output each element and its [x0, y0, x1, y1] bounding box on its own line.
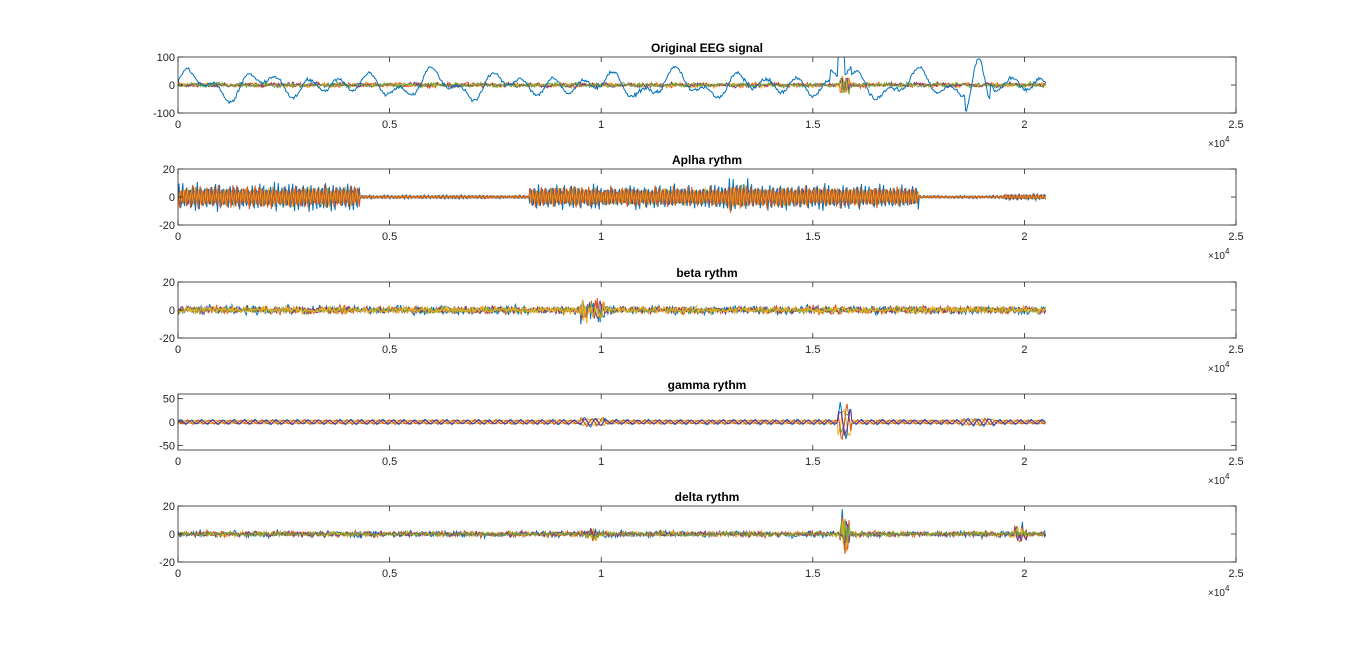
series-group — [178, 509, 1047, 554]
x-tick-label: 1 — [598, 344, 604, 356]
x-tick-label: 0 — [175, 344, 181, 356]
y-tick-label: -20 — [159, 220, 175, 232]
y-tick-label: 50 — [163, 394, 175, 406]
series-line-5 — [178, 78, 1046, 95]
x-tick-label: 1.5 — [805, 119, 820, 131]
x-tick-label: 2.5 — [1228, 344, 1243, 356]
x-tick-label: 1 — [598, 456, 604, 468]
series-line-4 — [178, 410, 1046, 436]
x-exponent-label: ×104 — [1208, 584, 1230, 599]
series-group — [178, 57, 1047, 112]
x-tick-label: 0.5 — [382, 568, 397, 580]
x-tick-label: 2.5 — [1228, 568, 1243, 580]
x-tick-label: 2 — [1021, 568, 1027, 580]
x-tick-label: 1.5 — [805, 568, 820, 580]
x-tick-label: 1 — [598, 231, 604, 243]
x-tick-label: 1 — [598, 568, 604, 580]
x-tick-label: 0.5 — [382, 456, 397, 468]
subplot-title: gamma rythm — [668, 378, 747, 392]
series-line-5 — [178, 303, 1047, 320]
x-tick-label: 0 — [175, 231, 181, 243]
y-tick-label: -20 — [159, 557, 175, 569]
x-tick-label: 2 — [1021, 231, 1027, 243]
series-line-3 — [178, 300, 1046, 324]
y-tick-label: 100 — [157, 52, 175, 64]
x-tick-label: 0 — [175, 456, 181, 468]
x-exponent-label: ×104 — [1208, 360, 1230, 375]
y-tick-label: 20 — [163, 164, 175, 176]
x-tick-label: 1.5 — [805, 344, 820, 356]
y-tick-label: 0 — [169, 529, 175, 541]
x-tick-label: 1 — [598, 119, 604, 131]
y-tick-label: -20 — [159, 333, 175, 345]
series-group — [178, 298, 1047, 325]
subplot-title: beta rythm — [676, 266, 737, 280]
x-tick-label: 0 — [175, 119, 181, 131]
x-tick-label: 2.5 — [1228, 119, 1243, 131]
x-exponent-label: ×104 — [1208, 247, 1230, 262]
y-tick-label: 0 — [169, 192, 175, 204]
y-tick-label: 0 — [169, 80, 175, 92]
y-tick-label: -100 — [153, 108, 175, 120]
x-exponent-label: ×104 — [1208, 135, 1230, 150]
x-tick-label: 0.5 — [382, 344, 397, 356]
y-tick-label: 0 — [169, 417, 175, 429]
x-tick-label: 2 — [1021, 119, 1027, 131]
x-tick-label: 0 — [175, 568, 181, 580]
x-tick-label: 2.5 — [1228, 456, 1243, 468]
y-tick-label: 20 — [163, 501, 175, 513]
subplot-title: Original EEG signal — [651, 41, 763, 55]
series-line-5 — [178, 518, 1046, 545]
x-tick-label: 2 — [1021, 344, 1027, 356]
x-exponent-label: ×104 — [1208, 472, 1230, 487]
x-tick-label: 0.5 — [382, 119, 397, 131]
x-tick-label: 2 — [1021, 456, 1027, 468]
y-tick-label: 0 — [169, 305, 175, 317]
series-line-1 — [178, 57, 1047, 112]
subplot-title: Aplha rythm — [672, 153, 742, 167]
subplot-title: delta rythm — [675, 490, 740, 504]
series-group — [178, 178, 1047, 213]
x-tick-label: 2.5 — [1228, 231, 1243, 243]
series-line-3 — [178, 75, 1046, 93]
x-tick-label: 0.5 — [382, 231, 397, 243]
y-tick-label: 20 — [163, 277, 175, 289]
y-tick-label: -50 — [159, 440, 175, 452]
series-line-2 — [178, 184, 1047, 213]
series-group — [178, 402, 1046, 441]
series-line-1 — [178, 509, 1047, 550]
x-tick-label: 1.5 — [805, 456, 820, 468]
x-tick-label: 1.5 — [805, 231, 820, 243]
